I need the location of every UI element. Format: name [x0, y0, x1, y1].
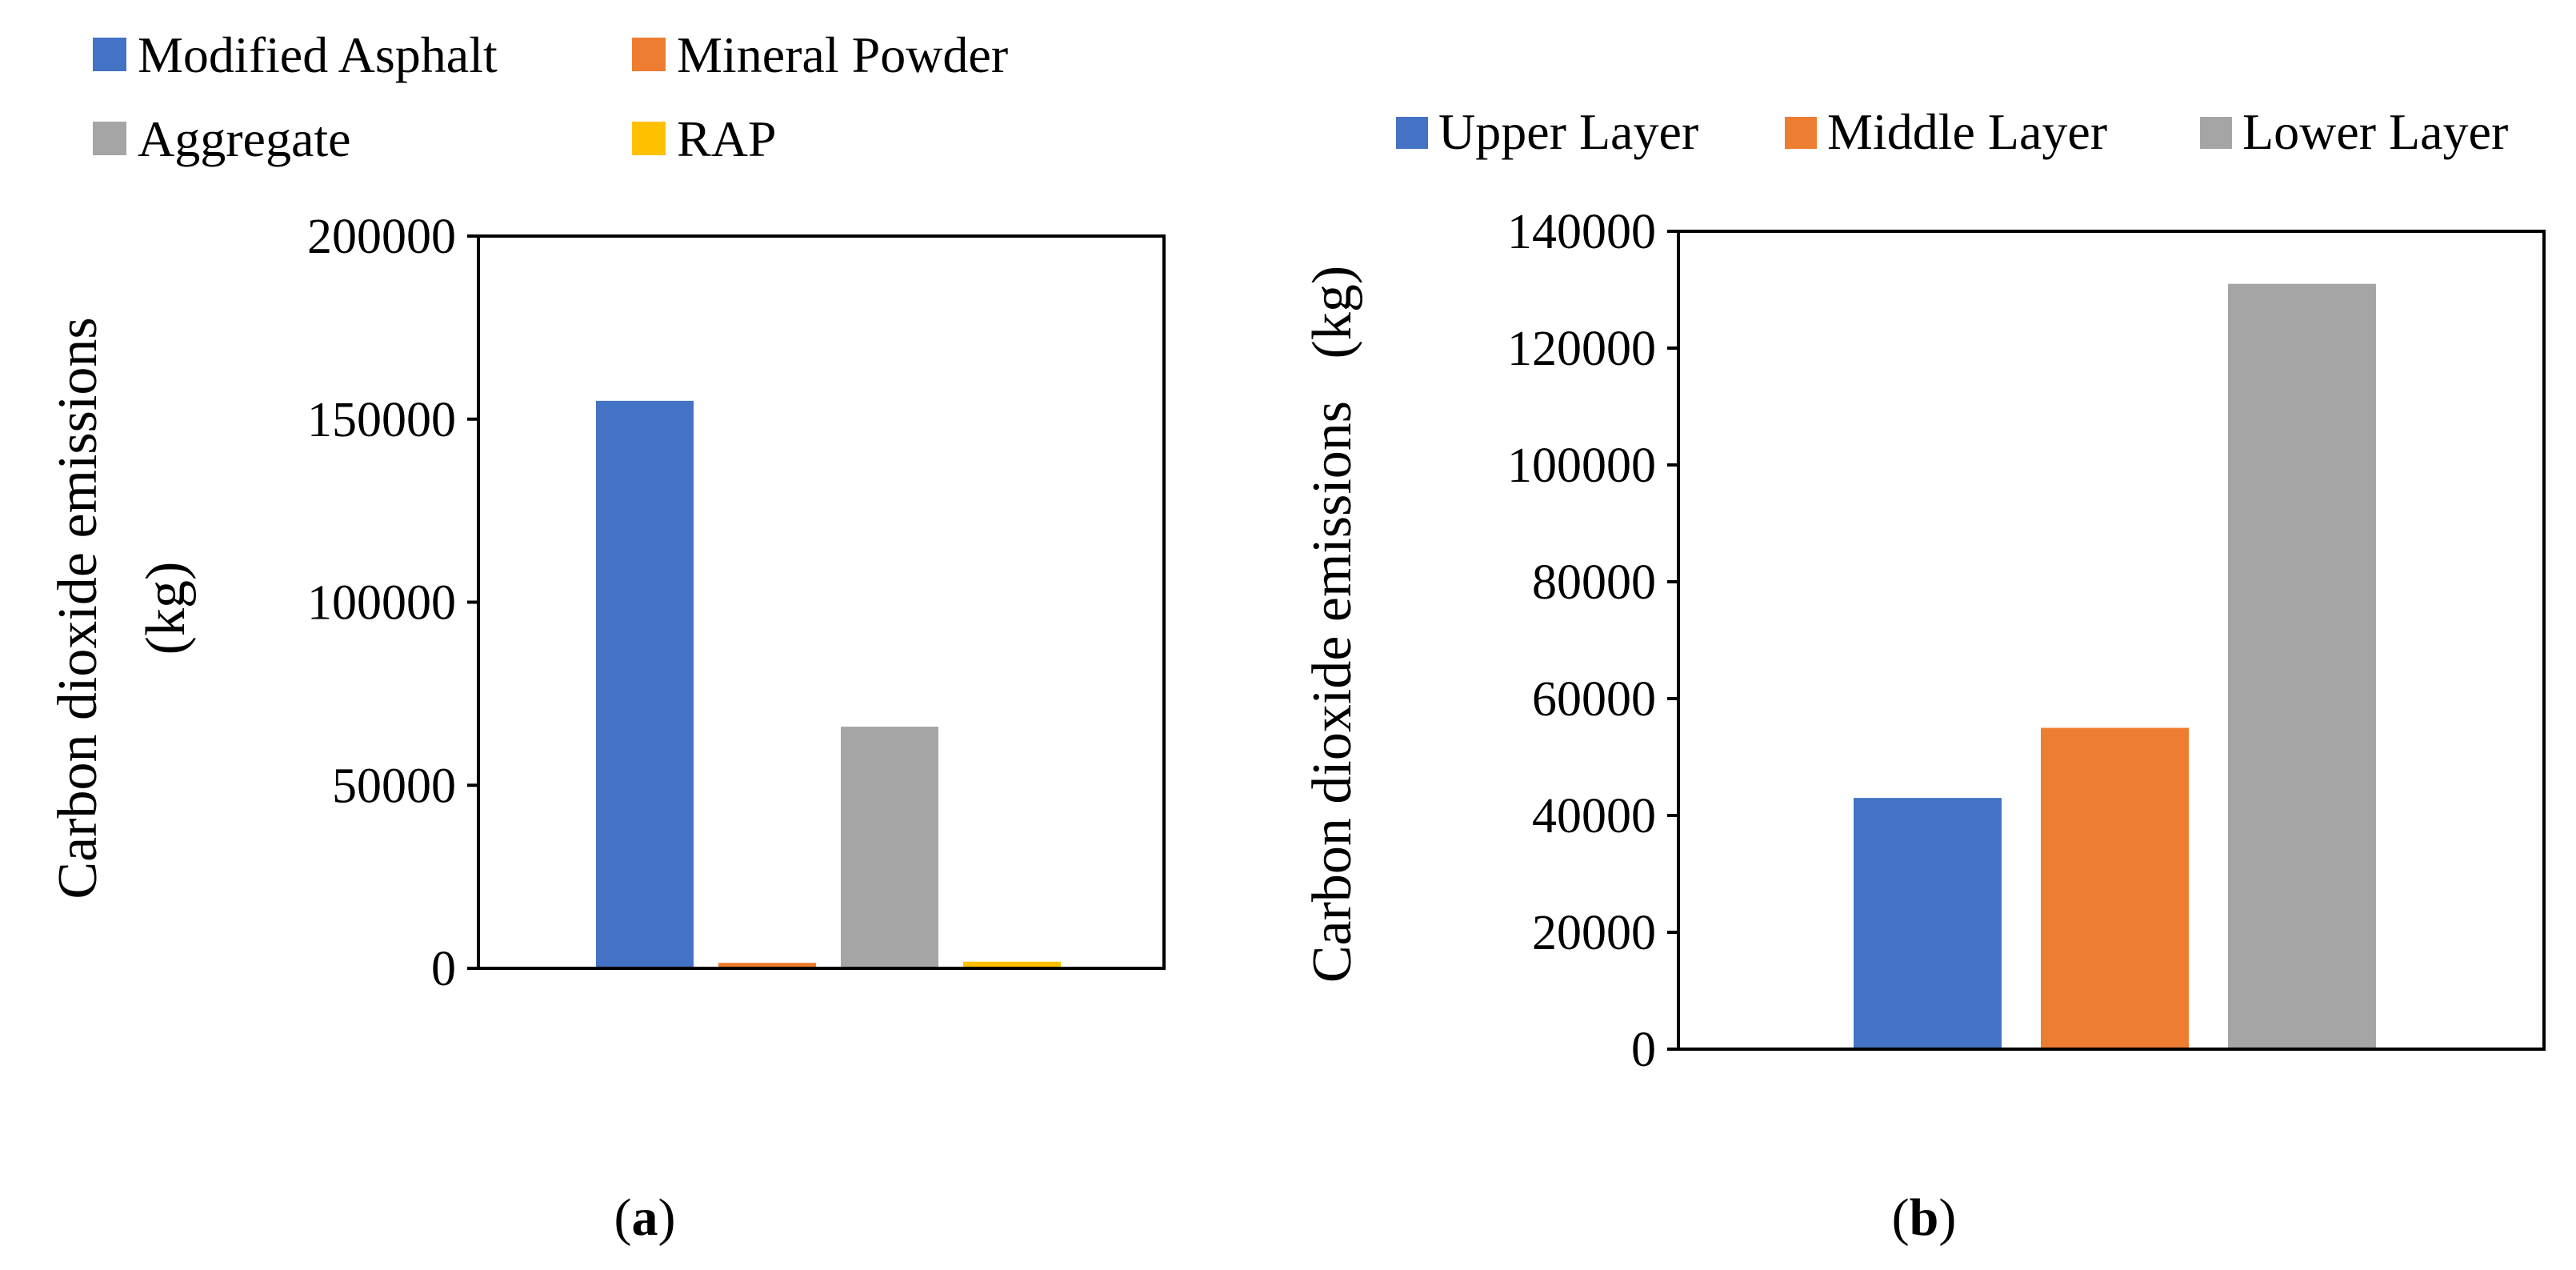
legend-b-label-1: Upper Layer [1438, 103, 1698, 160]
legend-b-label-3: Lower Layer [2242, 103, 2508, 160]
y-tick-label-a: 50000 [332, 759, 456, 813]
y-tick-label-b: 140000 [1507, 205, 1656, 259]
y-axis-title-b: Carbon dioxide emissions (kg) [1302, 266, 1363, 983]
plot-area-frame-b [1677, 230, 2546, 1051]
legend-a-label-2: Mineral Powder [677, 26, 1008, 83]
panel-label-b: (b) [1892, 1188, 1957, 1247]
legend-b-label-2: Middle Layer [1827, 103, 2107, 160]
legend-b-item-3[interactable]: Lower Layer [2200, 103, 2508, 160]
legend-b: Upper Layer Middle Layer Lower Layer [1396, 103, 2508, 160]
bar-aggregate[interactable] [841, 727, 938, 968]
panel-label-a: (a) [614, 1188, 676, 1247]
legend-a-item-3[interactable]: Aggregate [93, 110, 351, 167]
legend-a-label-1: Modified Asphalt [138, 26, 498, 83]
y-axis-title-a-line-2: (kg) [135, 562, 197, 655]
bar-modified-asphalt[interactable] [596, 400, 694, 968]
bars-a [596, 400, 1061, 968]
y-axis-ticks-b [1667, 230, 1678, 1051]
legend-a-item-2[interactable]: Mineral Powder [632, 26, 1008, 83]
y-axis-title-b-line-1: Carbon dioxide emissions (kg) [1302, 266, 1363, 983]
legend-a-swatch-1 [93, 38, 126, 71]
panel-label-b-letter: b [1910, 1188, 1939, 1247]
panel-b-chart: Upper Layer Middle Layer Lower Layer Car… [1302, 103, 2546, 1247]
bar-upper-layer[interactable] [1854, 798, 2002, 1049]
y-tick-label-a: 150000 [307, 393, 456, 447]
legend-b-item-1[interactable]: Upper Layer [1396, 103, 1698, 160]
panel-label-a-letter: a [632, 1188, 658, 1247]
bar-rap[interactable] [963, 961, 1061, 968]
legend-a-item-4[interactable]: RAP [632, 110, 777, 167]
legend-b-swatch-1 [1396, 117, 1428, 149]
y-tick-label-a: 0 [431, 942, 456, 996]
legend-a-swatch-4 [632, 122, 666, 155]
y-tick-labels-b: 0 20000 40000 60000 80000 100000 120000 … [1507, 205, 1656, 1077]
y-tick-label-b: 80000 [1532, 555, 1656, 610]
legend-a-item-1[interactable]: Modified Asphalt [93, 26, 498, 83]
y-tick-label-a: 200000 [307, 210, 456, 264]
legend-a-swatch-2 [632, 38, 666, 71]
plot-area-frame-a [477, 234, 1166, 970]
legend-a-label-3: Aggregate [138, 110, 351, 167]
y-tick-label-b: 60000 [1532, 672, 1656, 727]
legend-b-swatch-2 [1785, 117, 1817, 149]
legend-a-label-4: RAP [677, 110, 777, 167]
y-tick-label-b: 40000 [1532, 789, 1656, 843]
y-tick-labels-a: 0 50000 100000 150000 200000 [307, 210, 456, 996]
legend-a-swatch-3 [93, 122, 126, 155]
y-tick-label-b: 100000 [1507, 439, 1656, 493]
y-axis-title-a: Carbon dioxide emissions (kg) [47, 317, 197, 899]
legend-a: Modified Asphalt Mineral Powder Aggregat… [93, 26, 1008, 167]
bars-b [1854, 283, 2376, 1050]
y-tick-label-b: 120000 [1507, 322, 1656, 376]
bar-middle-layer[interactable] [2041, 727, 2189, 1050]
legend-b-swatch-3 [2200, 117, 2232, 149]
bar-lower-layer[interactable] [2228, 283, 2376, 1049]
y-tick-label-b: 0 [1631, 1023, 1656, 1077]
y-axis-ticks-a [467, 234, 478, 970]
bar-mineral-powder[interactable] [718, 963, 816, 968]
y-tick-label-a: 100000 [307, 576, 456, 631]
legend-b-item-2[interactable]: Middle Layer [1785, 103, 2107, 160]
y-tick-label-b: 20000 [1532, 906, 1656, 960]
panel-a-chart: Modified Asphalt Mineral Powder Aggregat… [47, 26, 1166, 1247]
y-axis-title-a-line-1: Carbon dioxide emissions [47, 317, 109, 899]
